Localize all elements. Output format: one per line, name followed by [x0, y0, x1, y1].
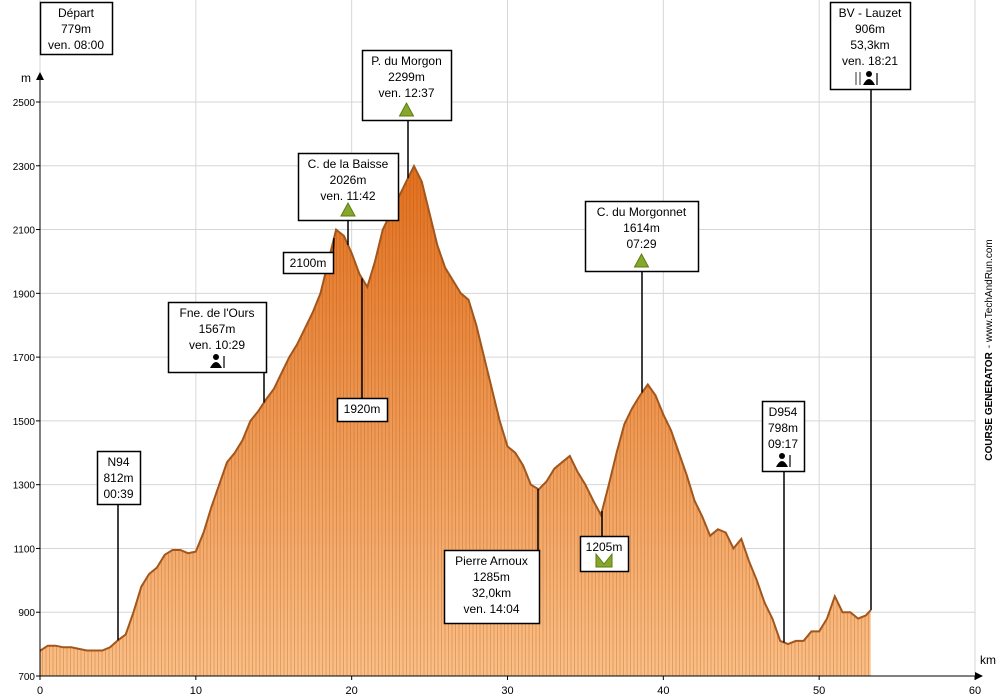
annotation-text: 2026m — [330, 173, 367, 187]
annotation-text: 1567m — [199, 322, 236, 336]
annotation-text: ven. 10:29 — [189, 338, 245, 352]
summit-icon — [398, 101, 415, 117]
annotation-text: 09:17 — [768, 437, 798, 451]
y-tick-label: 700 — [18, 672, 35, 683]
aid-station-icon — [855, 71, 878, 85]
annotation-text: ven. 08:00 — [48, 38, 104, 52]
annotation-text: ven. 18:21 — [842, 54, 898, 68]
y-tick-label: 2100 — [13, 226, 36, 237]
annotations: Départ 779m ven. 08:00 N94 812m 00:39 Fne. de … — [39, 1, 912, 643]
annotation-text: BV - Lauzet — [839, 6, 902, 20]
annotation-text: 00:39 — [103, 487, 133, 501]
x-tick-label: 0 — [37, 685, 43, 697]
annotation-box — [336, 397, 389, 423]
y-tick-label: 2300 — [13, 162, 36, 173]
aid-station-icon — [776, 453, 791, 467]
x-tick-label: 60 — [969, 685, 981, 697]
icon-head — [213, 354, 219, 360]
profile-stripes — [40, 166, 871, 676]
annotation-text: 07:29 — [626, 237, 656, 251]
annotation-text: 53,3km — [850, 38, 889, 52]
x-tick-label: 50 — [813, 685, 825, 697]
annotation-text: ven. 14:04 — [463, 602, 519, 616]
annotation-text: Pierre Arnoux — [455, 554, 528, 568]
annotation-text: 32,0km — [472, 586, 511, 600]
annotation-box — [282, 251, 335, 275]
annotation-text: P. du Morgon — [371, 54, 442, 68]
annotation-text: ven. 12:37 — [378, 86, 434, 100]
annotation-box — [96, 450, 142, 506]
y-tick-label: 1500 — [13, 417, 36, 428]
annotation-text: 2299m — [388, 70, 425, 84]
icon-head — [779, 453, 785, 459]
aid-station-icon — [210, 354, 225, 368]
annotation-text: N94 — [107, 455, 129, 469]
annotation-text: Fne. de l'Ours — [180, 306, 255, 320]
annotation-text: 812m — [103, 471, 133, 485]
annotation-text: 1205m — [586, 540, 623, 554]
annotation-text: 906m — [855, 22, 885, 36]
credit: COURSE GENERATOR - www.TechAndRun.com — [984, 239, 995, 460]
icon-head — [866, 71, 872, 77]
icon-body — [210, 362, 222, 368]
icon-body — [776, 461, 788, 467]
y-tick-label: 1300 — [13, 481, 36, 492]
y-tick-label: 1900 — [13, 289, 36, 300]
y-axis-arrow — [36, 72, 44, 80]
y-tick-label: 2500 — [13, 98, 36, 109]
annotation-box — [167, 301, 268, 374]
annotation-text: D954 — [769, 405, 798, 419]
annotation-box — [761, 400, 806, 473]
x-axis-label: km — [980, 653, 996, 667]
summit-icon — [340, 201, 356, 217]
annotation-text: ven. 11:42 — [320, 189, 375, 203]
summit-icon — [633, 252, 650, 268]
y-tick-label: 1100 — [13, 544, 35, 555]
x-axis-arrow — [975, 672, 983, 680]
y-axis-label: m — [21, 71, 31, 85]
x-tick-label: 20 — [346, 685, 358, 697]
grid — [39, 0, 976, 677]
annotation-text: 1614m — [623, 221, 660, 235]
credit-site: - www.TechAndRun.com — [984, 239, 995, 348]
plot — [39, 163, 872, 676]
annotation-text: 798m — [768, 421, 798, 435]
annotation-text: 1285m — [473, 570, 510, 584]
valley-icon — [595, 552, 613, 568]
y-tick-label: 1700 — [13, 353, 36, 364]
y-tick-label: 900 — [18, 608, 35, 619]
profile-line — [39, 163, 872, 652]
axes: 0 10 20 30 40 50 60 700 900 1100 1300 1500 1700 1900 2… — [13, 71, 996, 697]
x-tick-label: 30 — [501, 685, 513, 697]
x-tick-label: 40 — [657, 685, 669, 697]
annotation-text: 2100m — [290, 256, 327, 270]
credit-brand: COURSE GENERATOR — [984, 351, 995, 460]
annotation-text: C. de la Baisse — [308, 157, 389, 171]
icon-body — [863, 79, 875, 85]
annotation-text: 779m — [61, 22, 91, 36]
annotation-box — [443, 549, 541, 625]
annotation-text: Départ — [58, 6, 95, 20]
annotation-box — [39, 1, 114, 56]
annotation-text: C. du Morgonnet — [597, 205, 687, 219]
annotation-text: 1920m — [344, 402, 381, 416]
x-tick-label: 10 — [190, 685, 202, 697]
